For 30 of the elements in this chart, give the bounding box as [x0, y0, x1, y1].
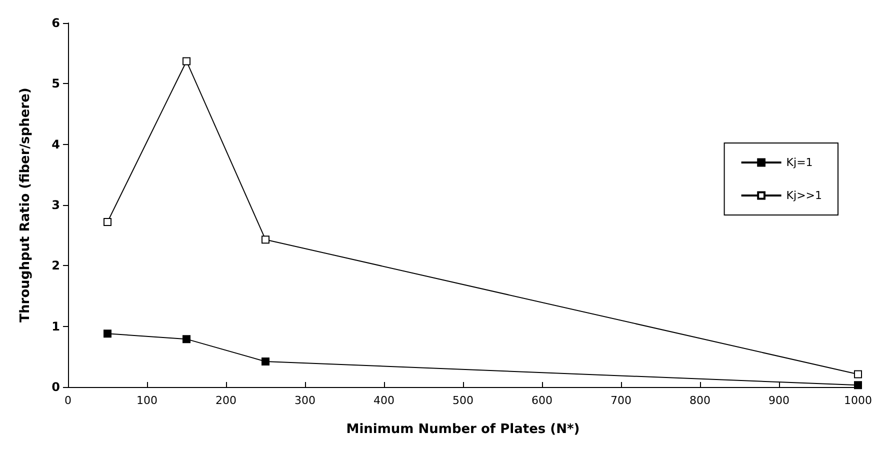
point [104, 330, 112, 338]
x-tick-label: 500 [452, 394, 474, 407]
legend-label: Kj>>1 [786, 189, 822, 202]
point [262, 358, 270, 366]
x-tick-label: 400 [374, 394, 394, 407]
point [262, 236, 270, 244]
point [854, 381, 862, 390]
y-tick-label: 0 [52, 380, 60, 394]
x-tick-label: 1000 [844, 394, 872, 407]
y-axis-title: Throughput Ratio (fiber/sphere) [18, 88, 33, 322]
point [854, 370, 862, 378]
y-tick-label: 6 [52, 16, 60, 30]
point [104, 218, 112, 226]
y-tick-label: 3 [52, 198, 60, 212]
x-axis-title: Minimum Number of Plates (N*) [346, 422, 580, 437]
point [182, 57, 190, 66]
y-tick-label: 1 [52, 319, 60, 334]
x-tick-label: 100 [136, 394, 158, 407]
y-tick-label: 2 [52, 258, 60, 273]
y-tick-label: 4 [52, 137, 60, 152]
x-tick-label: 900 [768, 394, 790, 407]
x-tick-label: 700 [610, 394, 632, 407]
y-tick-label: 5 [52, 76, 60, 91]
x-tick-label: 800 [690, 394, 710, 407]
point [182, 335, 190, 344]
x-tick-label: 200 [216, 394, 236, 407]
x-tick-label: 300 [294, 394, 316, 407]
x-tick-label: 600 [532, 394, 552, 407]
x-tick-label: 0 [64, 394, 72, 407]
legend-label: Kj=1 [786, 156, 813, 169]
